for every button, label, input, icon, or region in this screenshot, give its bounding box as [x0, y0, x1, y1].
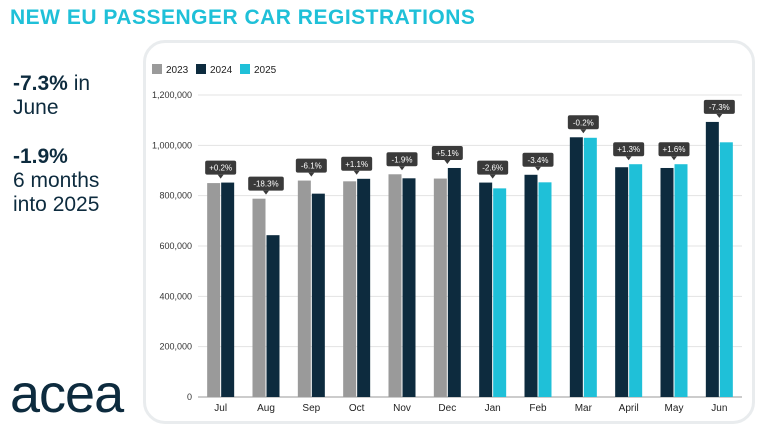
- change-badge-pointer: [671, 156, 677, 161]
- change-label: -1.9%: [392, 155, 413, 164]
- y-tick-label: 400,000: [159, 291, 192, 301]
- y-tick-label: 1,000,000: [152, 140, 192, 150]
- change-label: -0.2%: [573, 118, 594, 127]
- june-stat: -7.3% in June: [13, 72, 90, 120]
- bar-2025: [493, 188, 507, 397]
- change-badge-pointer: [308, 172, 315, 177]
- x-tick-label: Jul: [214, 403, 227, 414]
- change-label: -7.3%: [709, 103, 730, 112]
- bar-2023: [207, 183, 221, 397]
- y-tick-label: 1,200,000: [152, 90, 192, 100]
- bar-2025: [719, 142, 733, 397]
- change-badge: [522, 152, 554, 167]
- bar-2025: [583, 137, 597, 398]
- june-change-label: June: [13, 96, 59, 119]
- legend-label: 2024: [210, 65, 233, 76]
- chart-title: NEW EU PASSENGER CAR REGISTRATIONS: [10, 6, 476, 29]
- change-badge-pointer: [716, 113, 723, 118]
- bar-2024: [479, 182, 493, 397]
- x-tick-label: May: [665, 403, 684, 414]
- bar-2024: [357, 178, 371, 397]
- y-tick-label: 600,000: [159, 241, 192, 251]
- change-label: +1.3%: [617, 145, 640, 154]
- y-tick-label: 800,000: [159, 191, 192, 201]
- x-tick-label: Jun: [711, 403, 727, 414]
- change-badge: [295, 158, 327, 173]
- change-badge-pointer: [535, 166, 541, 171]
- y-tick-label: 0: [187, 392, 192, 402]
- change-label: +0.2%: [209, 164, 232, 173]
- change-badge: [477, 160, 509, 175]
- change-badge: [431, 145, 463, 160]
- change-label: +1.1%: [345, 160, 368, 169]
- x-tick-label: Sep: [302, 403, 320, 414]
- change-label: -3.4%: [528, 156, 549, 165]
- change-badge: [386, 152, 418, 167]
- legend-label: 2023: [166, 65, 189, 76]
- x-tick-label: Oct: [349, 403, 365, 414]
- change-badge-pointer: [444, 159, 451, 164]
- change-label: -2.6%: [482, 164, 503, 173]
- change-badge-pointer: [399, 166, 405, 171]
- legend-swatch-2025: [240, 64, 250, 74]
- acea-logo-text: acea: [10, 364, 125, 424]
- ytd-change-label-2: into 2025: [13, 193, 100, 216]
- change-badge: [248, 176, 284, 191]
- change-badge-pointer: [625, 156, 632, 161]
- bar-2023: [388, 174, 402, 397]
- x-tick-label: Nov: [393, 403, 411, 414]
- x-tick-label: April: [619, 403, 639, 414]
- x-tick-label: Jan: [485, 403, 501, 414]
- bar-2024: [221, 182, 235, 397]
- change-badge: [703, 99, 735, 114]
- bar-2023: [297, 180, 311, 397]
- change-label: -18.3%: [253, 180, 278, 189]
- bar-2024: [266, 235, 280, 397]
- bar-2024: [402, 178, 416, 397]
- x-tick-label: Feb: [529, 403, 547, 414]
- x-tick-label: Mar: [575, 403, 593, 414]
- ytd-change-value: -1.9%: [13, 145, 68, 168]
- change-label: -6.1%: [301, 162, 322, 171]
- change-badge: [341, 156, 373, 171]
- acea-logo: acea: [10, 364, 126, 424]
- legend-swatch-2024: [196, 64, 206, 74]
- change-badge-pointer: [580, 129, 587, 134]
- bar-2024: [311, 193, 325, 397]
- bar-2023: [252, 198, 266, 397]
- bar-2024: [660, 167, 674, 397]
- x-tick-label: Dec: [438, 403, 456, 414]
- bar-2024: [705, 121, 719, 397]
- change-badge: [613, 142, 645, 157]
- ytd-stat: -1.9% 6 months into 2025: [13, 145, 99, 217]
- ytd-change-label-1: 6 months: [13, 169, 100, 192]
- june-change-value: -7.3%: [13, 72, 68, 95]
- change-badge-pointer: [489, 174, 496, 179]
- change-badge: [567, 115, 599, 130]
- bar-2024: [569, 137, 583, 397]
- change-badge: [205, 160, 237, 175]
- legend-label: 2025: [254, 65, 277, 76]
- legend-swatch-2023: [152, 64, 162, 74]
- change-label: +5.1%: [436, 149, 459, 158]
- bar-2025: [538, 182, 552, 397]
- change-badge-pointer: [217, 174, 224, 179]
- bar-2023: [343, 181, 357, 397]
- bar-2024: [524, 174, 538, 397]
- change-badge: [658, 142, 690, 157]
- bar-2024: [447, 167, 461, 397]
- change-badge-pointer: [353, 170, 360, 175]
- bar-2025: [629, 164, 643, 397]
- y-tick-label: 200,000: [159, 342, 192, 352]
- bar-2024: [615, 167, 629, 397]
- june-change-text: in: [67, 72, 91, 95]
- bar-2025: [674, 164, 688, 397]
- change-label: +1.6%: [663, 145, 686, 154]
- x-tick-label: Aug: [257, 403, 275, 414]
- change-badge-pointer: [263, 190, 269, 195]
- bar-2023: [433, 178, 447, 397]
